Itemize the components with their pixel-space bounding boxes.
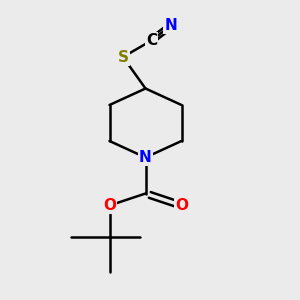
Text: C: C [146,33,157,48]
Text: N: N [139,150,152,165]
Text: N: N [165,18,177,33]
Text: O: O [175,198,188,213]
Text: O: O [103,198,116,213]
Text: S: S [118,50,128,64]
